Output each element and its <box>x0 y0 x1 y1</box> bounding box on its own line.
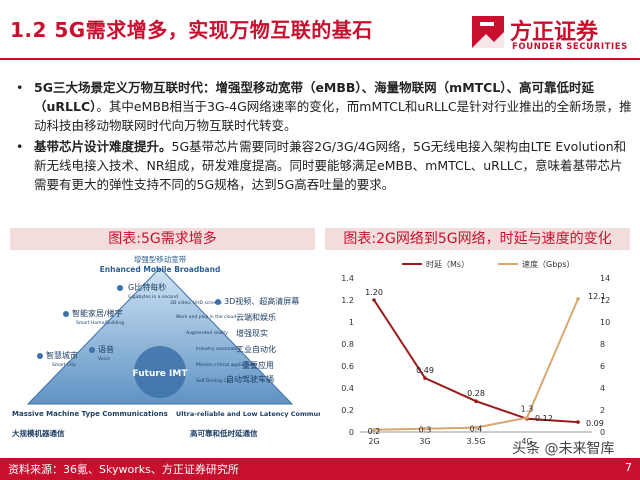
data-label: 0.12 <box>535 414 553 423</box>
top-cn-label: 增强型移动宽带 <box>134 254 187 264</box>
small-label-voice: Voice <box>98 356 110 362</box>
bullet-lead: 基带芯片设计难度提升。 <box>34 139 172 154</box>
small-label-smart-city: Smart City <box>52 362 76 368</box>
data-point <box>474 425 478 430</box>
data-point <box>423 426 427 431</box>
data-label: 1.20 <box>365 288 383 297</box>
right-caption-cn: 高可靠和低时延通信 <box>190 428 258 438</box>
y-right-tick-label: 0 <box>600 428 605 437</box>
y-left-tick-label: 0.2 <box>341 406 354 415</box>
small-label-self-driving: Self Driving Car <box>196 378 231 384</box>
top-en-label: Enhanced Mobile Broadband <box>100 265 221 274</box>
data-point <box>576 420 580 424</box>
slide-title: 1.2 5G需求增多，实现万物互联的基石 <box>10 18 373 42</box>
data-point <box>372 298 376 302</box>
series-line-speed <box>373 298 579 431</box>
label-self-driving: 自动驾驶车辆 <box>226 374 274 384</box>
left-caption-en: Massive Machine Type Communications <box>12 410 168 418</box>
5g-scenarios-diagram: Future IMT 增强型移动宽带 Enhanced Mobile Broad… <box>12 254 320 438</box>
bullet-item: 5G三大场景定义万物互联时代：增强型移动宽带（eMBB）、海量物联网（mMTCL… <box>14 78 632 135</box>
label-industry: 工业自动化 <box>236 344 276 354</box>
data-label: 0.28 <box>467 389 485 398</box>
data-label: 12.1 <box>588 292 606 301</box>
data-point <box>525 415 529 420</box>
small-label-smart-home: Smart Home/Building <box>76 320 124 326</box>
y-right-tick-label: 4 <box>600 384 605 393</box>
city-icon <box>37 353 43 359</box>
source-text: 资料来源：36氪、Skyworks、方正证券研究所 <box>8 463 239 476</box>
data-label: 0.3 <box>419 426 432 435</box>
x-tick-label: 3G <box>419 437 430 446</box>
triangle-shape <box>26 267 294 405</box>
data-label: 0.49 <box>416 366 434 375</box>
title-divider <box>0 58 640 60</box>
y-left-tick-label: 0.6 <box>341 362 354 371</box>
y-right-tick-label: 12 <box>600 296 610 305</box>
series-line-latency <box>373 299 579 424</box>
label-smart-home: 智能家居/楼宇 <box>72 308 123 318</box>
left-panel-title: 图表:5G需求增多 <box>10 228 315 250</box>
data-point <box>576 297 580 301</box>
small-label-3d-video: 3D video, UHD screens <box>170 300 222 306</box>
label-voice: 语音 <box>98 344 114 354</box>
label-cloud: 云端和娱乐 <box>236 312 276 322</box>
bullet-body: 。其中eMBB相当于3G-4G网络速率的变化，而mMTCL和uRLLC是针对行业… <box>34 99 632 133</box>
small-label-gbps: Gigabytes in a second <box>128 294 178 300</box>
small-label-cloud: Work and play in the cloud <box>176 314 236 320</box>
label-smart-city: 智慧城市 <box>46 350 78 360</box>
y-right-tick-label: 14 <box>600 274 610 283</box>
center-circle <box>134 346 186 398</box>
y-left-tick-label: 0.4 <box>341 384 354 393</box>
label-ar: 增强现实 <box>236 328 268 338</box>
data-label: 0.09 <box>586 419 604 428</box>
bullet-item: 基带芯片设计难度提升。5G基带芯片需要同时兼容2G/3G/4G网络，5G无线电接… <box>14 137 632 194</box>
data-label: 0.4 <box>470 425 483 434</box>
y-left-tick-label: 0 <box>349 428 354 437</box>
latency-speed-chart: 0 0.2 0.4 0.6 0.8 1 1.2 1.4 0 2 4 6 8 10 12 14 2G 3G 3.5G 4… <box>341 259 610 446</box>
small-label-industry: Industry automation <box>196 346 242 352</box>
right-panel-title: 图表:2G网络到5G网络，时延与速度的变化 <box>325 228 630 250</box>
right-caption-en: Ultra-reliable and Low Latency Communica… <box>176 410 320 418</box>
legend-label: 时延（Ms） <box>426 259 469 269</box>
logo-mark-icon <box>472 16 504 48</box>
label-mission-critical: 重要应用 <box>242 360 274 370</box>
left-caption-cn: 大规模机器通信 <box>12 428 65 438</box>
voice-icon <box>89 347 95 353</box>
x-tick-label: 2G <box>368 437 379 446</box>
y-right-tick-label: 10 <box>600 318 610 327</box>
data-point <box>372 428 376 432</box>
footer-bar: 资料来源：36氪、Skyworks、方正证券研究所 7 <box>0 458 640 480</box>
y-left-tick-label: 1.4 <box>341 274 354 283</box>
y-right-tick-label: 8 <box>600 340 605 349</box>
page-number: 7 <box>625 461 632 474</box>
logo-name-en: FOUNDER SECURITIES <box>512 42 628 52</box>
video-icon <box>215 299 221 305</box>
data-label: 0.2 <box>368 427 381 436</box>
x-tick-label: 4G <box>521 437 532 446</box>
data-label: 1.3 <box>521 405 534 414</box>
home-icon <box>63 311 69 317</box>
y-left-tick-label: 1.2 <box>341 296 354 305</box>
label-3d-video: 3D视频、超高清屏幕 <box>224 296 299 306</box>
bullet-body: 5G基带芯片需要同时兼容2G/3G/4G网络，5G无线电接入架构由LTE Evo… <box>34 139 627 192</box>
bullet-lead: 5G三大场景定义万物互联时代：增强型移动宽带（eMBB）、海量物联网（mMTCL… <box>34 80 595 114</box>
y-left-tick-label: 1 <box>349 318 354 327</box>
label-gbps: G比特每秒 <box>128 282 166 292</box>
data-point <box>474 399 478 403</box>
center-label: Future IMT <box>133 369 189 379</box>
y-left-tick-label: 0.8 <box>341 340 354 349</box>
y-right-tick-label: 2 <box>600 406 605 415</box>
legend-label: 速度（Gbps） <box>522 259 575 269</box>
logo-name: 方正证券 <box>510 20 599 45</box>
small-label-mission-critical: Mission critical application <box>196 362 256 368</box>
data-point <box>423 376 427 380</box>
small-label-ar: Augmented reality <box>186 330 228 336</box>
y-right-tick-label: 6 <box>600 362 605 371</box>
x-tick-label: 3.5G <box>467 437 486 446</box>
gbps-icon <box>117 285 123 291</box>
watermark: 头条 @未来智库 <box>512 441 615 457</box>
company-logo: 方正证券 FOUNDER SECURITIES <box>470 10 635 58</box>
bullet-list: 5G三大场景定义万物互联时代：增强型移动宽带（eMBB）、海量物联网（mMTCL… <box>14 78 632 196</box>
